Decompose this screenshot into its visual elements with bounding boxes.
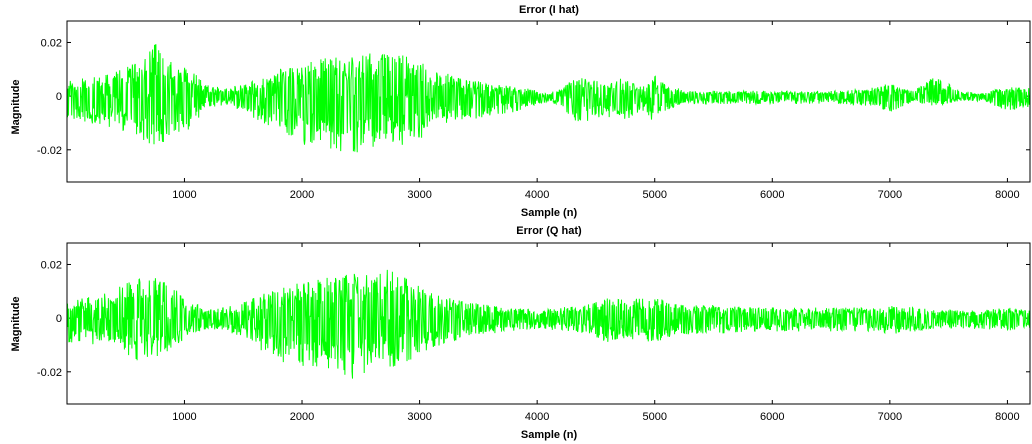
x-axis-label: Sample (n): [521, 429, 578, 441]
y-tick-labels: -0.02 0 0.02: [37, 259, 62, 378]
x-tick-label: 7000: [878, 411, 902, 423]
x-tick-label: 3000: [407, 411, 431, 423]
x-tick-label: 6000: [760, 189, 784, 201]
y-tick-label: 0: [56, 91, 62, 103]
subplot-q-hat: Error (Q hat) Magnitude Sample (n) 1000 …: [10, 225, 1031, 441]
x-tick-label: 3000: [407, 189, 431, 201]
x-tick-label: 2000: [290, 189, 314, 201]
x-tick-label: 2000: [290, 411, 314, 423]
y-tick-labels: -0.02 0 0.02: [37, 37, 62, 156]
x-tick-labels: 1000 2000 3000 4000 5000 6000 7000 8000: [172, 411, 1019, 423]
subplot-i-hat: Error (I hat) Magnitude Sample (n) 1000 …: [10, 4, 1031, 219]
error-signal-line: [66, 269, 1031, 379]
x-tick-label: 4000: [525, 189, 549, 201]
chart-title: Error (Q hat): [516, 225, 582, 237]
y-tick-label: 0.02: [41, 259, 62, 271]
x-tick-label: 8000: [995, 411, 1019, 423]
axes-box: [66, 20, 1031, 183]
x-tick-label: 8000: [995, 189, 1019, 201]
chart-title: Error (I hat): [519, 4, 579, 16]
x-tick-label: 1000: [172, 411, 196, 423]
x-tick-label: 4000: [525, 411, 549, 423]
x-tick-label: 7000: [878, 189, 902, 201]
x-tick-label: 5000: [642, 411, 666, 423]
x-tick-label: 6000: [760, 411, 784, 423]
error-signal-line: [66, 44, 1031, 153]
y-tick-label: 0.02: [41, 37, 62, 49]
y-axis-label: Magnitude: [10, 297, 22, 352]
y-tick-label: 0: [56, 313, 62, 325]
x-tick-label: 5000: [642, 189, 666, 201]
y-axis-label: Magnitude: [10, 80, 22, 135]
y-tick-label: -0.02: [37, 367, 62, 379]
y-tick-label: -0.02: [37, 145, 62, 157]
axes-box: [66, 242, 1031, 405]
x-tick-labels: 1000 2000 3000 4000 5000 6000 7000 8000: [172, 189, 1019, 201]
x-tick-label: 1000: [172, 189, 196, 201]
x-axis-label: Sample (n): [521, 207, 578, 219]
